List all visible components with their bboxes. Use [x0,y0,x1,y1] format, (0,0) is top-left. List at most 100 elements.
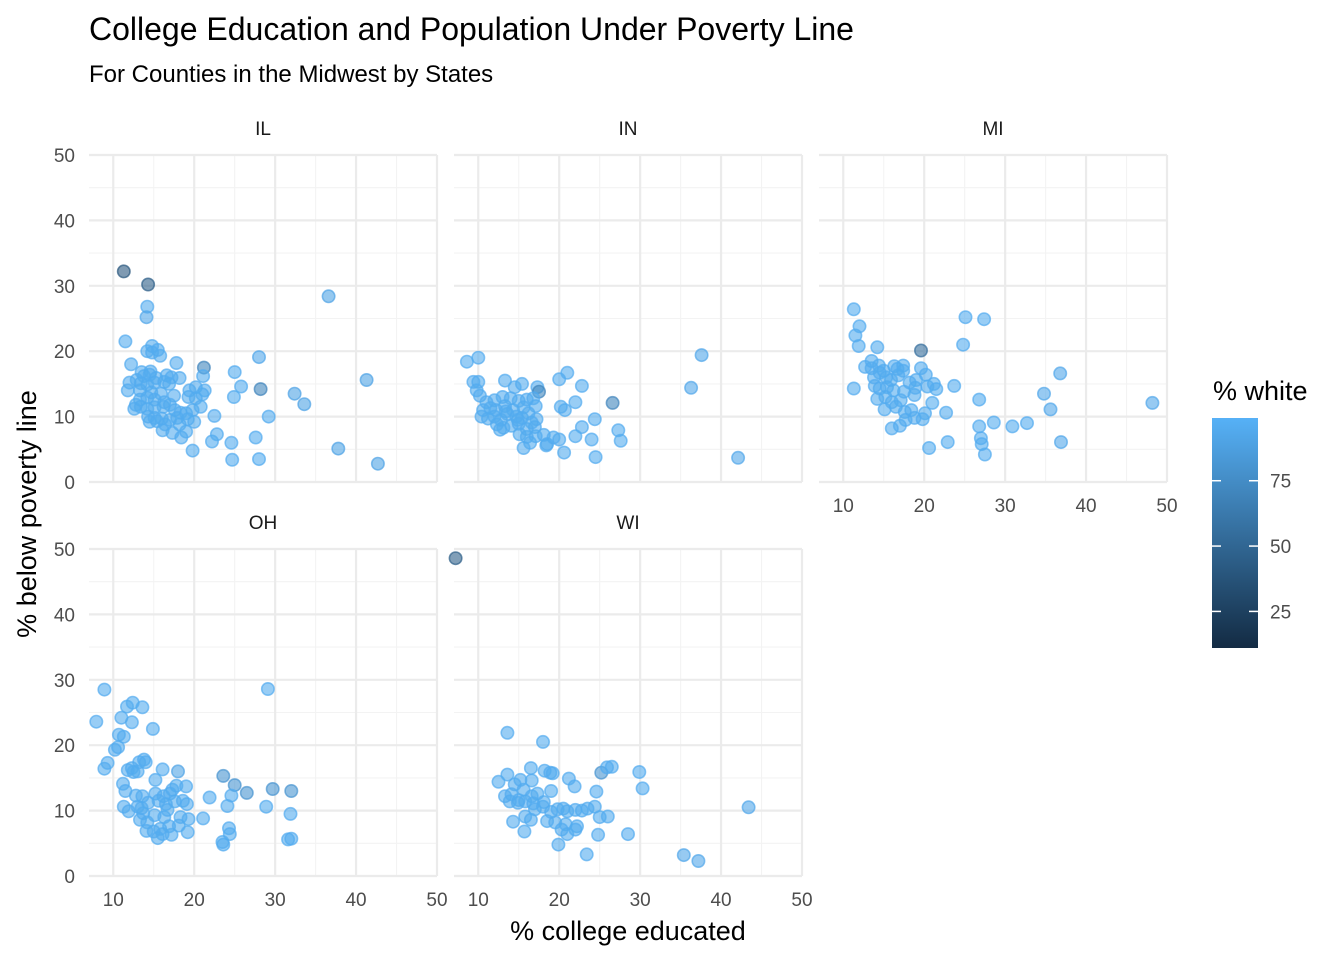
y-tick-label: 20 [54,342,75,363]
facet-label: MI [982,119,1003,140]
data-point [986,415,1001,430]
data-point [205,434,220,449]
data-point [130,764,145,779]
data-point [226,389,241,404]
facet-label: IN [619,119,638,140]
data-point [551,837,566,852]
data-point [359,372,374,387]
data-point [694,348,709,363]
data-point [544,783,559,798]
data-point [691,853,706,868]
data-point [196,369,211,384]
data-point [179,779,194,794]
data-point [956,337,971,352]
facet-in: IN [454,119,804,484]
facet-oh: OH [89,513,439,878]
facet-il: IL [89,119,439,484]
data-point [510,412,525,427]
data-point [977,447,992,462]
data-point [284,831,299,846]
data-point [196,811,211,826]
data-point [283,806,298,821]
data-point [252,452,267,467]
y-axis-title: % below poverty line [12,390,42,638]
data-point [591,827,606,842]
data-point [193,399,208,414]
y-tick-label: 40 [54,605,75,626]
data-point [297,397,312,412]
data-point [1054,435,1069,450]
data-point [145,721,160,736]
data-point [498,404,513,419]
legend-tick-label: 75 [1270,472,1291,493]
data-point [148,772,163,787]
data-point [506,814,521,829]
y-tick-label: 50 [54,146,75,167]
data-point [557,403,572,418]
y-tick-label: 0 [64,473,75,494]
x-tick-label: 50 [426,890,447,911]
data-point [116,264,131,279]
x-tick-label: 30 [630,890,651,911]
data-point [574,378,589,393]
data-point [1005,419,1020,434]
data-point [164,827,179,842]
data-point [552,432,567,447]
x-tick-label: 50 [791,890,812,911]
y-tick-label: 50 [54,540,75,561]
data-point [253,382,268,397]
data-point [265,781,280,796]
data-point [185,443,200,458]
data-point [567,779,582,794]
data-point [248,430,263,445]
data-point [635,781,650,796]
data-point [545,766,560,781]
data-point [870,340,885,355]
data-point [261,409,276,424]
data-point [234,379,249,394]
data-point [207,408,222,423]
data-point [557,445,572,460]
data-point [497,373,512,388]
data-point [1145,395,1160,410]
data-point [224,435,239,450]
axis-ticks: 0 10 20 30 40 50 0 10 20 30 40 50 10 20 30 40 50 10 20 30 40… [54,146,1178,911]
legend-ticks: 25 50 75 [1212,472,1291,623]
data-point [947,378,962,393]
data-point [568,395,583,410]
data-point [331,441,346,456]
data-point [138,755,153,770]
data-point [741,800,756,815]
x-tick-label: 10 [103,890,124,911]
legend-title: % white [1213,376,1308,406]
data-point [448,551,463,566]
data-point [940,435,955,450]
data-point [915,412,930,427]
legend-tick-label: 25 [1270,602,1291,623]
data-point [588,450,603,465]
data-point [216,768,231,783]
data-point [1053,366,1068,381]
y-tick-label: 30 [54,277,75,298]
data-point [169,355,184,370]
x-tick-label: 40 [345,890,366,911]
data-point [589,784,604,799]
data-point [676,848,691,863]
facet-mi: MI [819,119,1169,484]
data-point [259,799,274,814]
data-point [187,414,202,429]
data-point [500,725,515,740]
data-point [321,289,336,304]
facet-panels: IL IN MI OH WI [89,119,1169,878]
data-point [370,456,385,471]
data-point [632,764,647,779]
data-point [459,354,474,369]
data-point [179,424,194,439]
legend: % white 25 50 75 [1212,376,1308,648]
data-point [972,392,987,407]
data-point [89,714,104,729]
y-tick-label: 20 [54,736,75,757]
x-tick-label: 20 [184,890,205,911]
x-tick-label: 40 [710,890,731,911]
data-point [124,715,139,730]
